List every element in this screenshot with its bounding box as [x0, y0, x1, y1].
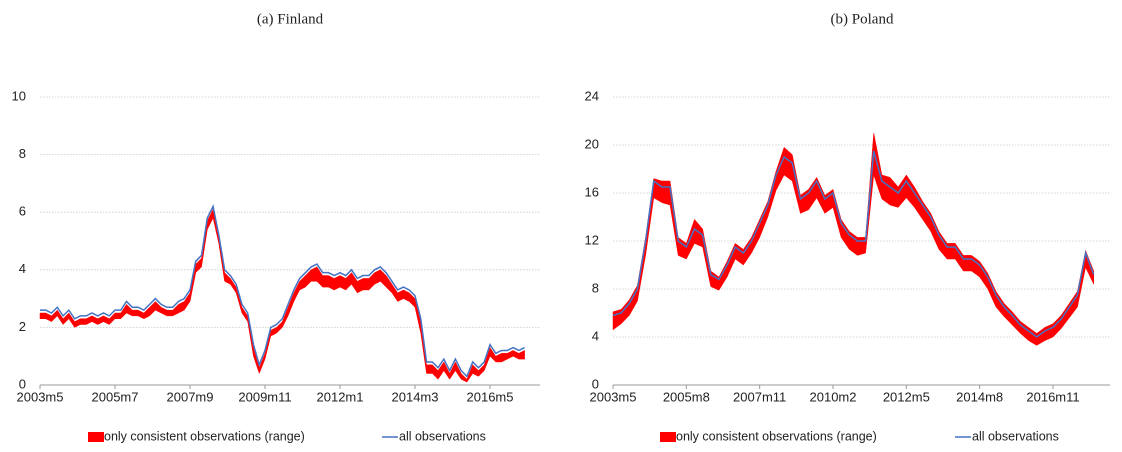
range-band	[39, 208, 525, 383]
x-tick-label: 2012m1	[317, 389, 364, 404]
x-tick-label: 2016m11	[1026, 389, 1079, 404]
range-band	[612, 132, 1094, 346]
x-tick-label: 2003m5	[17, 389, 64, 404]
y-tick-label: 8	[19, 146, 26, 161]
x-tick-label: 2005m7	[92, 389, 139, 404]
y-tick-label: 24	[585, 88, 599, 103]
legend-swatch	[88, 432, 104, 442]
y-tick-label: 0	[592, 376, 599, 391]
legend-swatch	[660, 432, 676, 442]
chart-title: (b) Poland	[831, 11, 894, 27]
x-tick-label: 2014m8	[956, 389, 1003, 404]
legend-label: all observations	[399, 429, 486, 443]
y-tick-label: 6	[19, 204, 26, 219]
y-tick-label: 2	[19, 319, 26, 334]
x-tick-label: 2012m5	[883, 389, 930, 404]
y-tick-label: 20	[585, 136, 599, 151]
y-tick-label: 4	[19, 261, 26, 276]
x-tick-label: 2010m2	[810, 389, 857, 404]
y-tick-label: 10	[12, 88, 26, 103]
x-tick-label: 2014m3	[392, 389, 439, 404]
chart-title: (a) Finland	[257, 11, 324, 27]
x-tick-label: 2005m8	[663, 389, 710, 404]
y-tick-label: 12	[585, 232, 599, 247]
x-tick-label: 2016m5	[467, 389, 514, 404]
y-tick-label: 16	[585, 184, 599, 199]
legend-label: only consistent observations (range)	[104, 429, 305, 443]
y-tick-label: 8	[592, 280, 599, 295]
x-tick-label: 2003m5	[590, 389, 637, 404]
y-tick-label: 4	[592, 328, 599, 343]
series-line	[40, 204, 525, 378]
x-tick-label: 2009m11	[238, 389, 291, 404]
legend-label: all observations	[972, 429, 1059, 443]
y-tick-label: 0	[19, 376, 26, 391]
series-line	[612, 150, 1095, 338]
x-tick-label: 2007m9	[167, 389, 214, 404]
x-tick-label: 2007m11	[733, 389, 786, 404]
legend-label: only consistent observations (range)	[676, 429, 877, 443]
